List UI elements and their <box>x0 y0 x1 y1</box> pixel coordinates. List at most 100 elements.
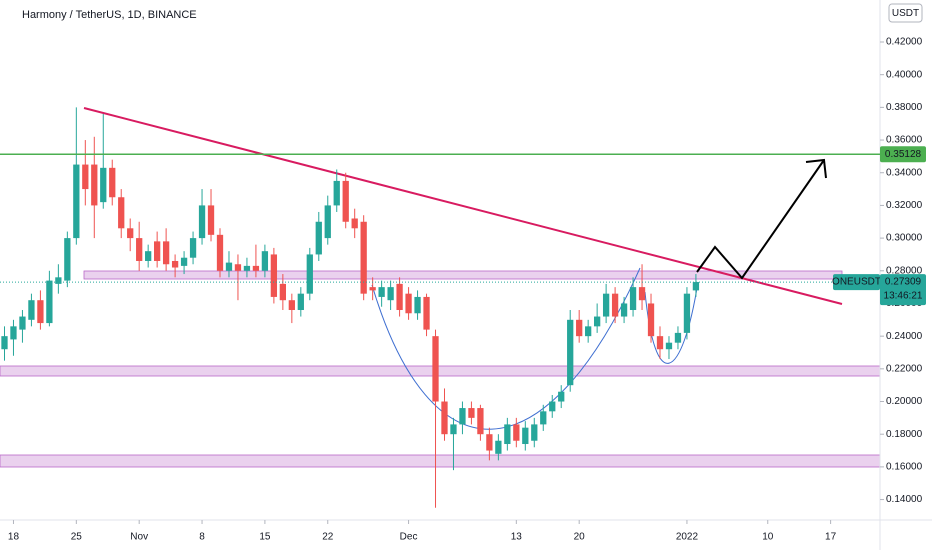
candle-body <box>638 287 646 301</box>
candle-body <box>100 167 107 203</box>
y-tick-label: 0.16000 <box>886 462 923 473</box>
support-zone <box>0 454 881 468</box>
candle-body <box>558 391 565 402</box>
symbol-label: ONEUSDT <box>832 277 881 288</box>
support-zone <box>0 365 881 377</box>
projection-arrow <box>696 159 825 280</box>
x-tick-label: 13 <box>511 532 523 543</box>
x-tick-label: 20 <box>574 532 586 543</box>
y-tick-label: 0.40000 <box>886 69 923 80</box>
candle-body <box>261 251 269 271</box>
y-tick-label: 0.36000 <box>886 135 923 146</box>
candle-body <box>10 326 17 340</box>
candle-body <box>64 238 71 281</box>
candle-body <box>225 262 233 271</box>
candle-body <box>252 265 260 271</box>
currency-label: USDT <box>892 8 919 19</box>
candle-body <box>656 336 664 350</box>
candle-body <box>288 300 295 311</box>
candle-body <box>279 283 286 301</box>
candle-body <box>414 296 421 314</box>
currency-box[interactable] <box>888 3 923 23</box>
candle-body <box>360 221 367 294</box>
candle-body <box>351 218 358 229</box>
candle-body <box>189 238 197 258</box>
y-tick-label: 0.30000 <box>886 233 923 244</box>
y-tick-label: 0.38000 <box>886 102 923 113</box>
last-price-badge <box>880 274 926 306</box>
candle-body <box>243 265 251 271</box>
candle-body <box>369 287 376 291</box>
candle-body <box>1 336 8 350</box>
candle-body <box>73 164 80 239</box>
cup-curve <box>371 267 641 430</box>
symbol-badge <box>833 274 880 291</box>
x-tick-label: Nov <box>130 532 148 543</box>
y-tick-label: 0.42000 <box>886 37 923 48</box>
candle-body <box>297 293 304 311</box>
x-tick-label: 18 <box>8 532 20 543</box>
candle-body <box>674 332 682 343</box>
candle-body <box>315 221 322 255</box>
candle-body <box>576 319 583 337</box>
candles <box>1 107 700 508</box>
candle-body <box>306 254 313 294</box>
candle-body <box>28 300 35 320</box>
candle-body <box>207 205 215 235</box>
candle-body <box>468 408 475 418</box>
y-tick-label: 0.28000 <box>886 265 923 276</box>
candle-body <box>180 257 188 266</box>
x-tick-label: 17 <box>825 532 837 543</box>
candle-body <box>333 180 340 206</box>
y-tick-label: 0.14000 <box>886 494 923 505</box>
candle-body <box>405 293 412 314</box>
last-price-label: 0.27309 <box>885 277 922 288</box>
candle-body <box>19 316 26 330</box>
candle-body <box>620 303 628 317</box>
chart-title: Harmony / TetherUS, 1D, BINANCE <box>22 9 197 21</box>
y-tick-label: 0.24000 <box>886 331 923 342</box>
candle-body <box>234 264 242 271</box>
candle-body <box>486 434 493 451</box>
candle-body <box>629 287 637 311</box>
candle-body <box>459 408 466 425</box>
candle-body <box>504 424 511 445</box>
candle-body <box>198 205 206 239</box>
candle-body <box>154 241 161 261</box>
candle-body <box>585 326 592 337</box>
x-tick-label: 8 <box>199 532 205 543</box>
candle-body <box>549 401 556 412</box>
candle-body <box>531 424 538 441</box>
candle-body <box>109 167 116 198</box>
candle-body <box>495 440 502 454</box>
candle-body <box>324 205 331 239</box>
candle-body <box>46 280 53 324</box>
candle-body <box>432 336 439 402</box>
candle-body <box>423 296 430 330</box>
arrow-head <box>805 158 827 179</box>
y-tick-label: 0.20000 <box>886 396 923 407</box>
y-tick-label: 0.22000 <box>886 363 923 374</box>
candle-body <box>162 241 170 265</box>
candle-body <box>665 342 673 350</box>
candle-body <box>127 228 134 239</box>
candle-body <box>647 303 655 337</box>
x-tick-label: 22 <box>322 532 334 543</box>
candle-body <box>522 427 529 445</box>
candle-body <box>396 283 403 311</box>
candle-body <box>594 316 601 327</box>
candle-body <box>118 197 125 229</box>
candle-body <box>216 234 224 271</box>
candle-body <box>55 277 62 284</box>
x-tick-label: Dec <box>400 532 418 543</box>
candle-body <box>378 287 385 297</box>
candle-body <box>611 293 619 317</box>
trend-line <box>83 107 843 305</box>
candle-body <box>602 293 610 317</box>
candle-body <box>136 238 143 261</box>
candle-body <box>342 180 349 222</box>
candle-body <box>91 164 98 206</box>
candle-body <box>692 282 700 291</box>
x-tick-label: 2022 <box>676 532 699 543</box>
